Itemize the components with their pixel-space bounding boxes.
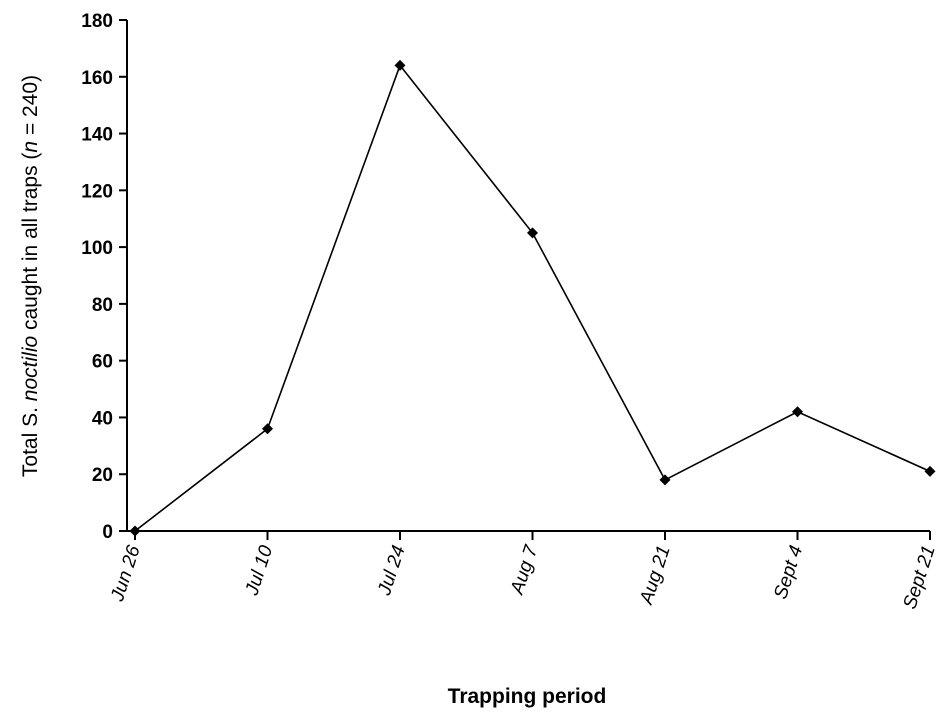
x-tick-label: Jul 24 [374, 543, 410, 599]
series-line [134, 63, 931, 532]
y-tick-label: 120 [81, 181, 113, 202]
data-point-marker [394, 59, 406, 71]
y-tick-label: 80 [92, 295, 113, 316]
y-axis-title-part: = 240) [19, 75, 42, 141]
x-axis-title: Trapping period [448, 685, 607, 708]
y-axis-title-group: Total S. noctilio caught in all traps (n… [19, 75, 42, 477]
y-axis-title-part: S. [19, 401, 42, 427]
y-ticks: 0 20 40 60 80 100 120 140 160 180 [81, 11, 127, 543]
data-point-marker [792, 406, 803, 418]
x-ticks: Jun 26 Jul 10 Jul 24 Aug 7 Aug 21 Sept 4 Sept … [107, 531, 940, 612]
x-tick-label: Aug 21 [636, 543, 675, 608]
data-point-marker [527, 227, 538, 239]
y-tick-label: 100 [81, 238, 113, 259]
y-tick-label: 180 [81, 11, 113, 32]
x-tick-label: Jun 26 [107, 543, 145, 605]
y-axis-title: Total S. noctilio caught in all traps (n… [19, 75, 42, 477]
y-axis-title-part: caught in all traps ( [19, 153, 42, 336]
x-tick-label: Jul 10 [241, 543, 277, 599]
x-tick-label: Sept 21 [900, 543, 940, 612]
axes [126, 20, 930, 532]
y-tick-label: 20 [92, 465, 113, 486]
y-tick-label: 40 [92, 408, 113, 429]
data-point-marker [129, 525, 141, 537]
y-axis-title-part: Total [19, 427, 42, 477]
x-tick-label: Sept 4 [770, 543, 807, 602]
y-axis-title-part: noctilio [19, 336, 42, 402]
series-trap-catches [129, 59, 936, 537]
x-tick-label: Aug 7 [507, 542, 543, 598]
y-axis-title-part: n [19, 141, 42, 153]
data-point-marker [659, 474, 671, 486]
y-tick-label: 60 [92, 352, 113, 373]
y-tick-label: 140 [81, 125, 113, 146]
y-tick-label: 0 [102, 522, 113, 543]
y-tick-label: 160 [81, 68, 113, 89]
data-point-marker [262, 423, 273, 435]
data-point-marker [924, 465, 936, 477]
